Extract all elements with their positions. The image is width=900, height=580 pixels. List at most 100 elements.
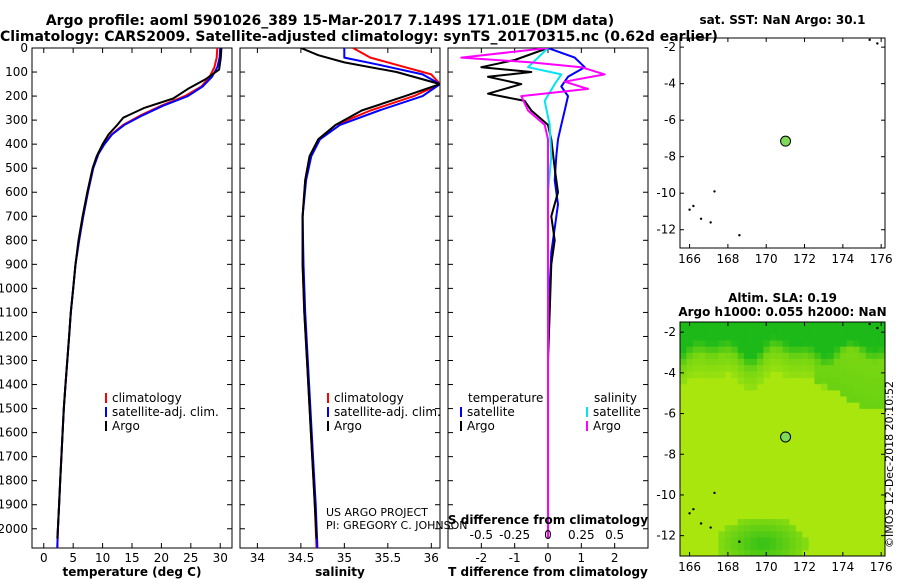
sla-cell — [744, 519, 752, 526]
sla-cell — [680, 340, 687, 348]
sla-cell — [853, 395, 860, 403]
sla-cell — [686, 365, 694, 372]
sla-cell — [788, 346, 796, 354]
island-mark — [738, 540, 741, 543]
map-lon-label: 172 — [793, 560, 816, 574]
sla-cell — [840, 340, 848, 348]
sla-cell — [750, 549, 758, 556]
sla-cell — [724, 537, 732, 545]
sla-cell — [795, 543, 803, 551]
sla-cell — [750, 334, 758, 342]
sla-cell — [686, 358, 694, 366]
sla-cell — [737, 358, 745, 366]
sla-cell — [712, 358, 719, 366]
temperature-frame — [31, 47, 233, 549]
sla-cell — [801, 365, 809, 372]
map-lat-label: -2 — [664, 40, 676, 54]
sla-cell — [692, 340, 700, 348]
sla-cell — [788, 352, 796, 360]
sla-cell — [763, 543, 771, 551]
legend-label: Argo — [593, 419, 621, 433]
island-mark — [709, 526, 712, 529]
legend-label: satellite-adj. clim. — [112, 405, 219, 419]
sla-cell — [699, 352, 707, 360]
sla-cell — [859, 389, 867, 397]
depth-tick-label: 1000 — [0, 281, 28, 295]
temperature-x-tick-label: 25 — [183, 551, 198, 565]
project-note: US ARGO PROJECT — [326, 506, 428, 519]
sla-cell — [705, 365, 713, 372]
sla-cell — [788, 525, 796, 532]
sla-cell — [846, 352, 854, 360]
sla-cell — [750, 519, 758, 526]
sla-cell — [686, 371, 694, 379]
island-mark — [692, 508, 695, 511]
sla-cell — [808, 346, 816, 354]
sla-cell — [776, 525, 784, 532]
sla-cell — [692, 358, 700, 366]
sla-cell — [846, 371, 854, 379]
sla-cell — [750, 328, 758, 335]
sla-cell — [769, 549, 777, 556]
sla-cell — [788, 365, 796, 372]
sla-cell — [776, 531, 784, 539]
depth-tick-label: 2000 — [0, 522, 28, 536]
sla-cell — [769, 340, 777, 348]
sla-cell — [865, 365, 873, 372]
sla-cell — [782, 525, 790, 532]
difference-x-tick-label: 1 — [578, 551, 586, 565]
sla-cell — [872, 371, 880, 379]
sla-cell — [731, 531, 739, 539]
sla-cell — [782, 537, 790, 545]
sla-cell — [878, 340, 885, 348]
sla-cell — [840, 383, 848, 391]
sla-cell — [833, 371, 841, 379]
sla-cell — [872, 389, 880, 397]
sla-cell — [814, 358, 822, 366]
sla-cell — [750, 531, 758, 539]
sla-cell — [782, 519, 790, 526]
depth-tick-label: 600 — [5, 185, 28, 199]
series-line — [460, 48, 606, 539]
sla-cell — [853, 371, 860, 379]
depth-tick-label: 1600 — [0, 426, 28, 440]
sla-cell — [820, 371, 828, 379]
sla-cell — [769, 543, 777, 551]
sla-cell — [680, 328, 687, 335]
sla-cell — [750, 358, 758, 366]
sla-cell — [731, 525, 739, 532]
sla-cell — [756, 358, 764, 366]
salinity-x-tick-label: 35 — [337, 551, 352, 565]
sla-cell — [846, 383, 854, 391]
sla-cell — [756, 322, 764, 329]
sla-cell — [731, 371, 739, 379]
island-mark — [738, 234, 741, 237]
difference-x-tick-label: 2 — [611, 551, 619, 565]
sla-cell — [859, 328, 867, 335]
legend-label: Argo — [334, 419, 362, 433]
sla-cell — [756, 543, 764, 551]
sla-cell — [724, 531, 732, 539]
sla-cell — [859, 340, 867, 348]
sla-cell — [872, 328, 880, 335]
sla-cell — [878, 395, 885, 403]
sla-cell — [814, 352, 822, 360]
sla-cell — [827, 328, 835, 335]
sla-cell — [788, 340, 796, 348]
sla-cell — [833, 358, 841, 366]
island-mark — [713, 190, 716, 193]
legend-label: Argo — [112, 419, 140, 433]
s-diff-tick-label: 0 — [544, 528, 552, 542]
sla-cell — [840, 328, 848, 335]
sla-cell — [750, 340, 758, 348]
sla-cell — [763, 537, 771, 545]
sla-cell — [808, 371, 816, 379]
sla-cell — [731, 340, 739, 348]
sla-cell — [750, 537, 758, 545]
sla-cell — [680, 346, 687, 354]
sla-cell — [872, 365, 880, 372]
sla-cell — [776, 340, 784, 348]
sla-cell — [833, 346, 841, 354]
sla-cell — [865, 340, 873, 348]
island-mark — [699, 217, 703, 220]
